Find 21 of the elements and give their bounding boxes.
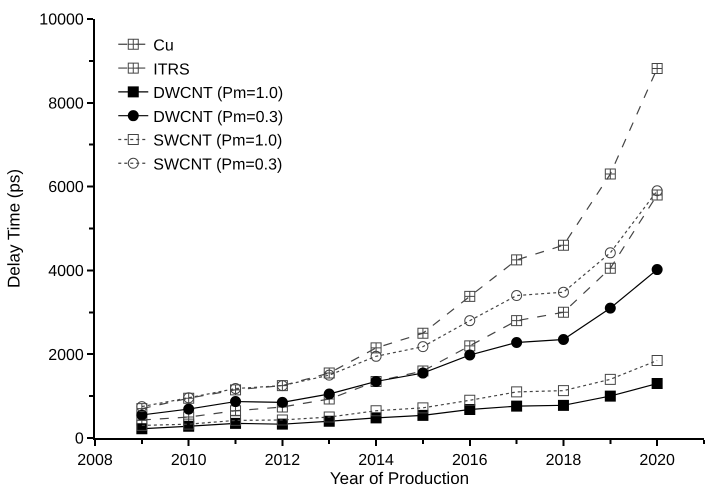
y-tick-label: 0: [74, 430, 84, 448]
legend-label: Cu: [153, 38, 174, 55]
y-tick-label: 8000: [48, 95, 84, 112]
x-tick-label: 2018: [546, 452, 582, 470]
y-axis-title: Delay Time (ps): [4, 168, 24, 288]
legend-label: ITRS: [153, 61, 190, 78]
x-tick-label: 2020: [639, 452, 676, 470]
y-tick-label: 6000: [48, 179, 84, 196]
y-tick-label: 10000: [39, 12, 84, 29]
x-tick-label: 2016: [452, 452, 488, 470]
y-tick-label: 2000: [48, 346, 84, 364]
x-tick-label: 2008: [77, 452, 113, 470]
x-tick-label: 2012: [264, 452, 300, 470]
legend-label: SWCNT (Pm=1.0): [153, 132, 282, 150]
x-axis-title: Year of Production: [330, 469, 470, 488]
legend-label: DWCNT (Pm=1.0): [153, 85, 284, 102]
legend-label: SWCNT (Pm=0.3): [153, 156, 282, 174]
x-tick-label: 2014: [358, 452, 394, 470]
x-tick-label: 2010: [170, 452, 207, 470]
legend-label: DWCNT (Pm=0.3): [153, 108, 284, 126]
y-tick-label: 4000: [48, 263, 84, 280]
